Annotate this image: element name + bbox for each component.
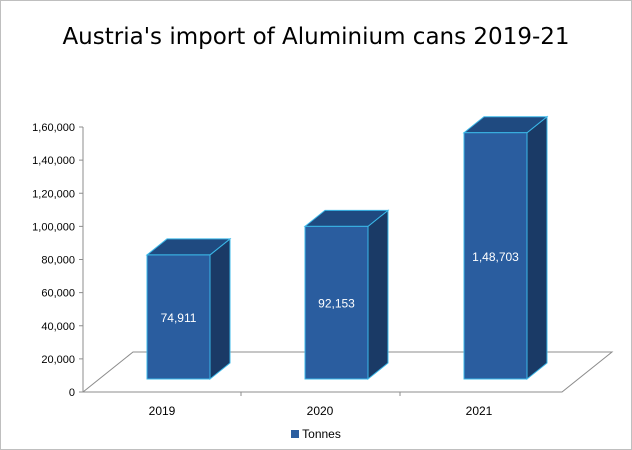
bar-front: [304, 225, 369, 380]
y-tick-label: 20,000: [41, 354, 75, 366]
x-tick-label: 2020: [307, 404, 334, 418]
legend-swatch: [291, 429, 300, 438]
y-tick-label: 1,00,000: [32, 221, 75, 233]
x-tick-label: 2019: [149, 404, 176, 418]
bar-2021: 1,48,703: [462, 115, 549, 381]
y-tick-label: 60,000: [41, 288, 75, 300]
y-tick-label: 1,60,000: [32, 122, 75, 134]
y-tick-label: 80,000: [41, 255, 75, 267]
data-label: 92,153: [318, 297, 355, 311]
y-tick-label: 40,000: [41, 321, 75, 333]
legend: Tonnes: [0, 427, 632, 441]
data-label: 1,48,703: [472, 250, 519, 264]
bar-front: [463, 132, 528, 380]
chart-title: Austria's import of Aluminium cans 2019-…: [62, 24, 570, 50]
y-tick-label: 1,40,000: [32, 155, 75, 167]
bar-layer: 74,911 92,153 1,48,703: [145, 115, 549, 381]
y-tick-label: 0: [69, 387, 75, 399]
bar-side: [367, 209, 389, 381]
legend-label: Tonnes: [302, 427, 341, 441]
bar-front: [146, 254, 211, 380]
y-tick-label: 1,20,000: [32, 188, 75, 200]
axis-layer: 0 20,000 40,000 60,000 80,000 1,00,000 1,20,00…: [32, 122, 562, 418]
data-label: 74,911: [161, 311, 197, 325]
bar-side: [526, 115, 548, 381]
bar-side: [209, 237, 231, 381]
x-tick-label: 2021: [466, 404, 493, 418]
bar-2020: 92,153: [303, 209, 390, 381]
bar-2019: 74,911: [145, 237, 232, 381]
